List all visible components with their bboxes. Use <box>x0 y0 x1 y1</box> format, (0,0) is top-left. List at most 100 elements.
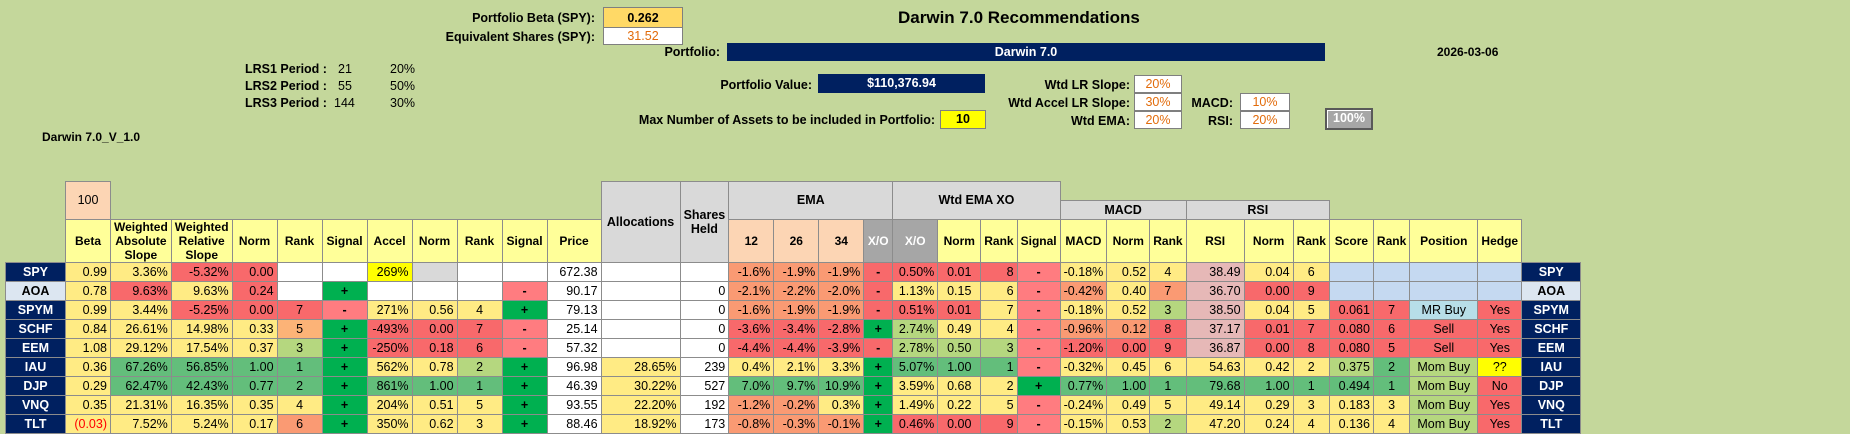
allocation-cell: 22.20% <box>600 394 681 415</box>
shares-held-cell: 239 <box>679 356 730 377</box>
beta-cell: 1.08 <box>65 337 111 358</box>
table-row[interactable]: TLT (0.03) 7.52% 5.24% 0.17 6 +350% 0.62 3 +88.46… <box>5 413 1582 434</box>
lrs2-label: LRS2 Period : <box>245 79 327 93</box>
ema-xo-cell: + <box>863 375 894 396</box>
ticker-symbol[interactable]: EEM <box>5 337 66 358</box>
macd-rank-cell: 7 <box>1149 280 1187 301</box>
ema-12-cell: -4.4% <box>728 337 775 358</box>
score-cell: 0.136 <box>1328 413 1374 434</box>
beta-cell: 0.29 <box>65 375 111 396</box>
table-row[interactable]: EEM 1.08 29.12% 17.54% 0.37 3 + -250% 0.18 6-57.3… <box>5 337 1582 358</box>
table-row[interactable]: IAU 0.36 67.26% 56.85% 1.00 1 +562% 0.78 2 +96.98… <box>5 356 1582 377</box>
ticker-symbol[interactable]: SPYM <box>5 299 66 320</box>
macd-rank-cell: 5 <box>1149 394 1187 415</box>
signal-cell: + <box>321 394 368 415</box>
score-rank-cell: 3 <box>1372 394 1411 415</box>
max-assets-input[interactable]: 10 <box>940 110 986 129</box>
wtd-rank-header: Rank <box>980 218 1018 263</box>
macd-header: MACD <box>1059 218 1108 263</box>
ticker-symbol[interactable]: IAU <box>5 356 66 377</box>
table-row[interactable]: SPYM 0.99 3.44% -5.25% 0.00 7-271% 0.56 4 +79.13… <box>5 299 1582 320</box>
portfolio-beta-label: Portfolio Beta (SPY): <box>472 11 595 25</box>
rsi-norm-cell: 0.24 <box>1243 413 1294 434</box>
score-rank-cell: 7 <box>1372 299 1411 320</box>
signal-header: Signal <box>321 218 368 263</box>
hedge-cell: No <box>1477 375 1523 396</box>
signal-cell: + <box>321 318 368 339</box>
macd-rank-cell: 1 <box>1149 375 1187 396</box>
ticker-symbol[interactable]: DJP <box>5 375 66 396</box>
rsi-rank-cell: 2 <box>1292 356 1330 377</box>
price-cell: 79.13 <box>546 299 602 320</box>
ticker-symbol-right[interactable]: IAU <box>1521 356 1582 377</box>
macd-weight-input[interactable]: 10% <box>1240 93 1290 111</box>
table-row[interactable]: SCHF 0.84 26.61% 14.98% 0.33 5 + -493% 0.00 7-25.… <box>5 318 1582 339</box>
portfolio-value[interactable]: $110,376.94 <box>818 74 985 93</box>
ticker-symbol-right[interactable]: SPY <box>1521 261 1582 282</box>
position-cell: Sell <box>1409 318 1479 339</box>
norm-cell: 0.33 <box>231 318 278 339</box>
table-row[interactable]: SPY 0.99 3.36% -5.32% 0.00 269% 672.38 -1.6% -1.… <box>5 261 1582 282</box>
accel-norm-cell: 0.00 <box>411 318 458 339</box>
ticker-symbol[interactable]: AOA <box>5 280 66 301</box>
position-cell: Sell <box>1409 337 1479 358</box>
table-row[interactable]: AOA 0.78 9.63% 9.63% 0.24 + -90.17 0 -2.1% -2.2% -… <box>5 280 1582 301</box>
price-cell: 96.98 <box>546 356 602 377</box>
hedge-cell: Yes <box>1477 299 1523 320</box>
equivalent-shares-value[interactable]: 31.52 <box>603 27 683 45</box>
wtd-norm-cell: 0.01 <box>937 261 982 282</box>
ticker-symbol[interactable]: SCHF <box>5 318 66 339</box>
blank-header <box>547 181 601 219</box>
accel-rank-cell: 2 <box>456 356 503 377</box>
portfolio-beta-value[interactable]: 0.262 <box>603 7 683 29</box>
macd-cell: -0.18% <box>1059 261 1108 282</box>
accel-signal-cell: + <box>501 375 548 396</box>
ticker-symbol-right[interactable]: EEM <box>1521 337 1582 358</box>
shares-held-cell: 0 <box>679 337 730 358</box>
accel-signal-cell: - <box>501 280 548 301</box>
macd-rank-cell: 2 <box>1149 413 1187 434</box>
beta-weight-pct[interactable]: 100 <box>65 180 111 220</box>
ticker-symbol-right[interactable]: VNQ <box>1521 394 1582 415</box>
page-title: Darwin 7.0 Recommendations <box>898 8 1140 27</box>
wtd-accel-lr-slope-input[interactable]: 30% <box>1134 93 1182 111</box>
macd-norm-cell: 0.45 <box>1106 356 1151 377</box>
wtd-ema-input[interactable]: 20% <box>1134 111 1182 129</box>
score-cell <box>1328 280 1374 301</box>
score-cell: 0.061 <box>1328 299 1374 320</box>
portfolio-name[interactable]: Darwin 7.0 <box>727 43 1325 61</box>
accel-norm-cell: 0.51 <box>411 394 458 415</box>
table-row[interactable]: DJP 0.29 62.47% 42.43% 0.77 2 +861% 1.00 1 +46.39… <box>5 375 1582 396</box>
accel-cell: 204% <box>366 394 413 415</box>
macd-cell: 0.77% <box>1059 375 1108 396</box>
hedge-cell: Yes <box>1477 394 1523 415</box>
lrs1-label: LRS1 Period : <box>245 62 327 76</box>
ticker-symbol[interactable]: VNQ <box>5 394 66 415</box>
total-weight-button[interactable]: 100% <box>1325 108 1373 130</box>
ticker-symbol[interactable]: SPY <box>5 261 66 282</box>
wtd-norm-cell: 0.68 <box>937 375 982 396</box>
ticker-symbol-right[interactable]: DJP <box>1521 375 1582 396</box>
rank-cell <box>276 261 323 282</box>
ticker-symbol-right[interactable]: AOA <box>1521 280 1582 301</box>
rsi-weight-input[interactable]: 20% <box>1240 111 1290 129</box>
ticker-symbol[interactable]: TLT <box>5 413 66 434</box>
position-cell: Mom Buy <box>1409 413 1479 434</box>
ticker-symbol-right[interactable]: SPYM <box>1521 299 1582 320</box>
price-cell: 46.39 <box>546 375 602 396</box>
position-cell: Mom Buy <box>1409 356 1479 377</box>
rsi-cell: 38.50 <box>1185 299 1245 320</box>
lrs2-period: 55 <box>338 79 352 93</box>
table-row[interactable]: VNQ 0.35 21.31% 16.35% 0.35 4 +204% 0.51 5 +93.55… <box>5 394 1582 415</box>
accel-header: Accel <box>366 218 413 263</box>
ticker-symbol-right[interactable]: TLT <box>1521 413 1582 434</box>
accel-signal-cell <box>501 261 548 282</box>
wtd-ema-xo-cell: 1.49% <box>892 394 939 415</box>
ticker-symbol-right[interactable]: SCHF <box>1521 318 1582 339</box>
wtd-lr-slope-input[interactable]: 20% <box>1134 75 1182 93</box>
ema-34-cell: -3.9% <box>818 337 865 358</box>
wtd-ema-label: Wtd EMA: <box>1070 114 1130 128</box>
portfolio-label: Portfolio: <box>664 45 720 59</box>
accel-norm-cell: 0.78 <box>411 356 458 377</box>
weighted-absolute-slope-header: Weighted Absolute Slope <box>110 218 172 263</box>
